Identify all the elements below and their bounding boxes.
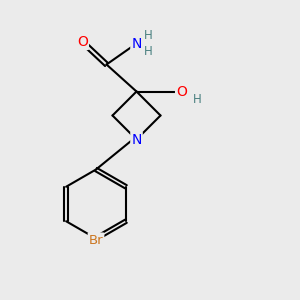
Text: N: N [131,37,142,50]
Text: N: N [131,133,142,146]
Text: O: O [77,35,88,49]
Text: O: O [176,85,187,98]
Text: H: H [143,28,152,42]
Text: Br: Br [89,233,103,247]
Text: H: H [143,45,152,58]
Text: H: H [193,93,202,106]
